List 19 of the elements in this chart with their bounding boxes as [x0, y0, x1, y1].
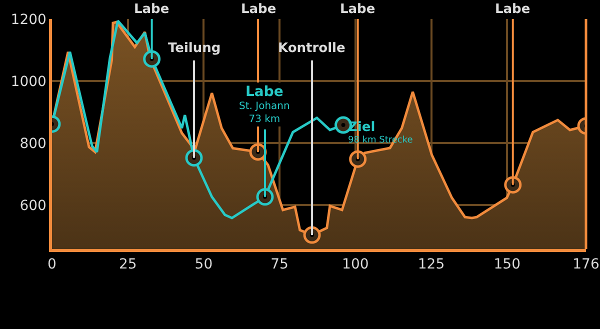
ref-line-label: Kontrolle: [278, 41, 346, 56]
ref-line-label: Labe: [241, 2, 276, 17]
y-tick-label: 600: [20, 198, 46, 214]
ref-line-label: Teilung: [168, 41, 221, 56]
y-tick-label: 800: [20, 136, 46, 152]
x-tick-label: 100: [342, 256, 369, 273]
x-tick-label: 50: [194, 256, 213, 273]
y-tick-label: 1200: [10, 12, 46, 28]
ref-line-label: Labe: [340, 2, 376, 17]
ref-line-label: Labe: [134, 2, 170, 17]
x-tick-label: 0: [48, 256, 56, 273]
ref-line-label: Labe St. Johann 73 km: [239, 84, 290, 125]
x-tick-label: 125: [418, 256, 445, 273]
x-tick-label: 150: [494, 256, 520, 273]
ref-line-label: Labe: [495, 2, 530, 17]
x-tick-label: 25: [118, 256, 137, 273]
x-tick-label: 75: [270, 256, 288, 273]
y-tick-label: 1000: [10, 74, 46, 90]
x-tick-label: 176: [572, 256, 600, 273]
